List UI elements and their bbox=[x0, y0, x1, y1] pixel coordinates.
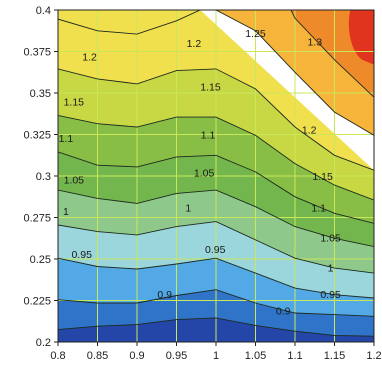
x-axis: 0.8 0.85 0.9 0.95 1 1.05 1.1 1.15 1.2 bbox=[50, 342, 382, 362]
x-tick-label-1: 0.85 bbox=[87, 350, 108, 362]
y-tick-label-4: 0.3 bbox=[36, 171, 51, 183]
contour-label-16: 0.95 bbox=[71, 249, 92, 261]
y-tick-label-7: 0.375 bbox=[23, 47, 51, 59]
contour-label-2: 1.2 bbox=[82, 51, 97, 63]
x-tick-label-2: 0.9 bbox=[129, 350, 144, 362]
y-tick-label-6: 0.35 bbox=[30, 88, 51, 100]
y-tick-label-0: 0.2 bbox=[36, 337, 51, 349]
contour-label-18: 1 bbox=[328, 262, 334, 274]
contour-label-21: 0.9 bbox=[276, 305, 291, 317]
contour-label-7: 1.1 bbox=[59, 133, 74, 145]
contour-label-9: 1.15 bbox=[312, 171, 333, 183]
contour-label-13: 1 bbox=[63, 206, 69, 218]
y-tick-label-3: 0.275 bbox=[23, 213, 51, 225]
y-axis: 0.2 0.225 0.25 0.275 0.3 0.325 0.35 0.375 0.4 bbox=[23, 5, 58, 349]
contour-label-20: 0.95 bbox=[320, 289, 341, 301]
contour-line-1-3 bbox=[58, 221, 374, 274]
y-tick-label-1: 0.225 bbox=[23, 296, 51, 308]
y-tick-label-2: 0.25 bbox=[30, 254, 51, 266]
x-tick-label-0: 0.8 bbox=[50, 350, 65, 362]
contour-label-11: 1.05 bbox=[194, 168, 215, 180]
contour-label-10: 1.05 bbox=[64, 174, 85, 186]
gridlines bbox=[58, 10, 374, 342]
x-tick-label-8: 1.2 bbox=[366, 350, 381, 362]
contour-label-12: 1.1 bbox=[311, 203, 326, 215]
contour-label-5: 1.15 bbox=[200, 81, 221, 93]
x-tick-label-6: 1.1 bbox=[287, 350, 302, 362]
x-tick-label-3: 0.95 bbox=[166, 350, 187, 362]
contour-line-0_85-0 bbox=[58, 317, 374, 337]
contour-line-1_25-8 bbox=[58, 10, 201, 35]
y-tick-label-5: 0.325 bbox=[23, 130, 51, 142]
y-tick-label-8: 0.4 bbox=[36, 5, 51, 17]
x-tick-label-5: 1.05 bbox=[245, 350, 266, 362]
contour-label-14: 1 bbox=[185, 203, 191, 215]
x-tick-label-4: 1 bbox=[213, 350, 219, 362]
contour-line-1_1-5 bbox=[58, 151, 374, 224]
x-tick-label-7: 1.15 bbox=[324, 350, 345, 362]
contour-label-6: 1.2 bbox=[302, 125, 317, 137]
contour-line-1_3-10 bbox=[290, 10, 374, 98]
contour-label-4: 1.15 bbox=[64, 96, 85, 108]
contour-label-3: 1.2 bbox=[187, 38, 202, 50]
contour-band-top-left bbox=[58, 10, 201, 35]
contour-line-1_15-6 bbox=[58, 114, 374, 201]
contour-label-8: 1.1 bbox=[201, 130, 216, 142]
contour-label-15: 1.05 bbox=[320, 232, 341, 244]
contour-label-17: 0.95 bbox=[205, 244, 226, 256]
contour-line-1_05-4 bbox=[58, 189, 374, 248]
contour-line-0_95-2 bbox=[58, 257, 374, 299]
contour-label-0: 1.25 bbox=[245, 28, 266, 40]
contour-label-1: 1.3 bbox=[307, 37, 322, 49]
contour-line-1_2-7 bbox=[58, 68, 374, 171]
contour-label-19: 0.9 bbox=[157, 289, 172, 301]
contour-line-1_25-9 bbox=[215, 10, 374, 136]
contour-line-0_9-1 bbox=[58, 289, 374, 317]
contour-lines bbox=[58, 10, 374, 337]
contour-labels: 1.25 1.3 1.2 1.2 1.15 1.15 1.2 1.1 1.1 1.15 1.05 1.… bbox=[59, 28, 341, 317]
